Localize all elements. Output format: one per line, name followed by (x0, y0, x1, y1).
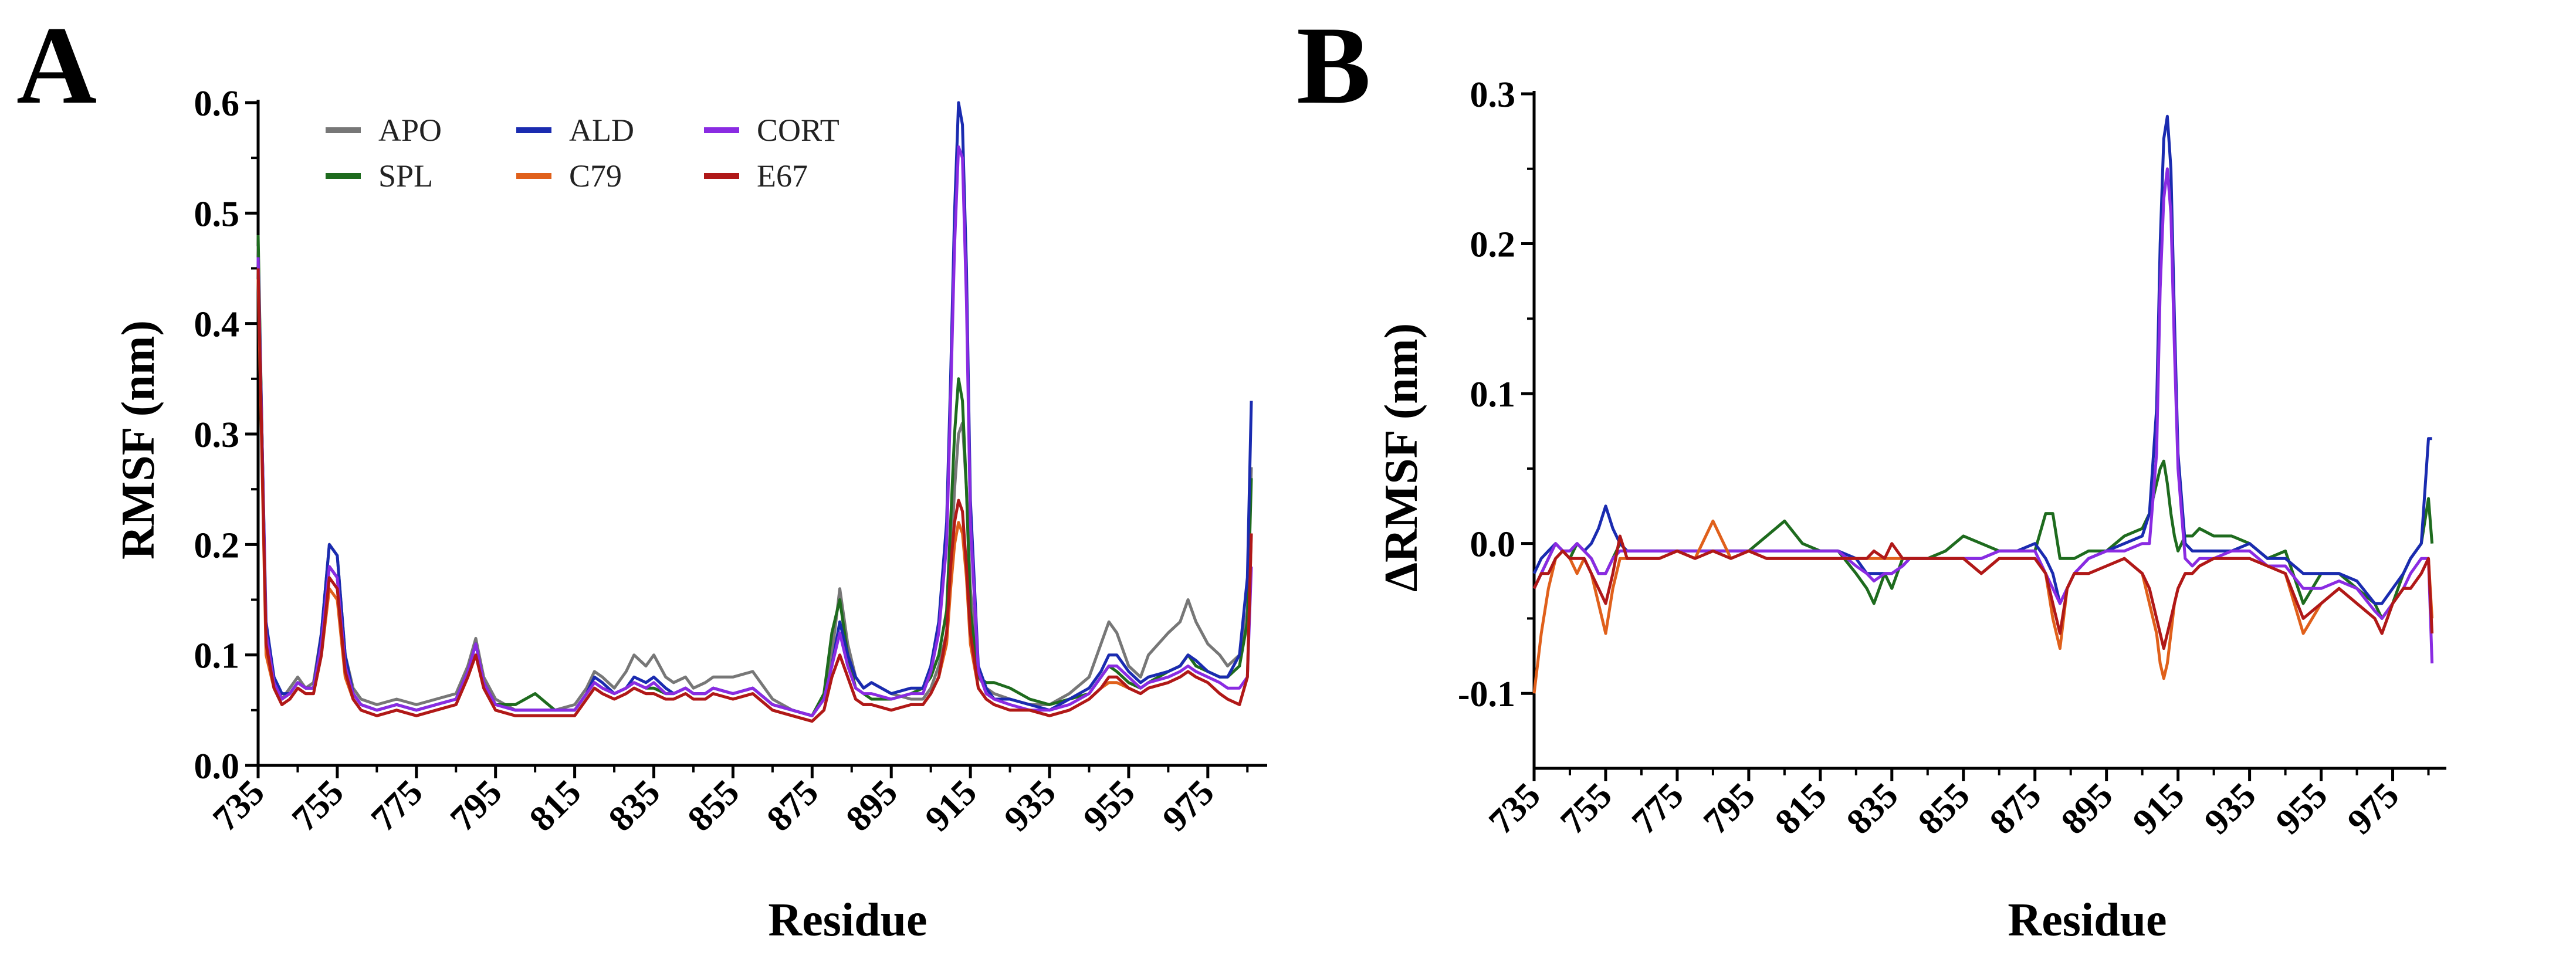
y-tick-label: 0.3 (1470, 75, 1516, 115)
y-tick-label: 0.2 (194, 526, 240, 565)
x-tick-label: 935 (997, 772, 1064, 839)
y-tick-label: 0.1 (194, 636, 240, 676)
x-tick-label: 855 (680, 772, 747, 839)
x-tick-label: 935 (2197, 775, 2264, 842)
panel-a-letter: A (16, 4, 97, 127)
y-tick-label: 0.3 (194, 415, 240, 455)
y-tick-label: -0.1 (1458, 674, 1515, 714)
x-tick-label: 815 (1768, 775, 1834, 842)
x-tick-label: 735 (1481, 775, 1548, 842)
x-tick-label: 795 (443, 772, 510, 839)
x-tick-label: 815 (522, 772, 589, 839)
panel-b-x-axis-title: Residue (2008, 894, 2167, 946)
panel-a-series (256, 101, 1253, 723)
x-tick-label: 895 (2054, 775, 2121, 842)
x-tick-label: 835 (1839, 775, 1906, 842)
x-tick-label: 755 (1553, 775, 1620, 842)
y-tick-label: 0.1 (1470, 375, 1516, 415)
x-tick-label: 955 (2269, 775, 2335, 842)
y-tick-label: 0.6 (194, 84, 240, 124)
x-tick-label: 835 (601, 772, 668, 839)
x-tick-label: 875 (1982, 775, 2049, 842)
x-tick-label: 975 (2340, 775, 2407, 842)
series-line-ald (1532, 114, 2432, 605)
x-tick-label: 855 (1911, 775, 1978, 842)
x-tick-label: 755 (285, 772, 351, 839)
series-line-apo (256, 246, 1253, 717)
y-tick-label: 0.5 (194, 194, 240, 234)
legend-label-apo: APO (378, 113, 442, 148)
y-tick-label: 0.2 (1470, 225, 1516, 265)
x-tick-label: 975 (1155, 772, 1222, 839)
panel-a-y-axis-title: RMSF (nm) (113, 320, 164, 560)
legend-label-c79: C79 (569, 158, 622, 194)
x-tick-label: 955 (1076, 772, 1143, 839)
panel-b-series (1532, 114, 2434, 694)
series-line-cort (256, 145, 1253, 717)
series-line-c79 (256, 279, 1253, 723)
series-line-e67 (256, 268, 1253, 723)
series-line-spl (1532, 459, 2434, 620)
x-tick-label: 775 (1624, 775, 1691, 842)
legend-label-spl: SPL (378, 158, 433, 194)
legend-label-cort: CORT (757, 113, 840, 148)
series-line-e67 (1532, 534, 2434, 650)
y-tick-label: 0.4 (194, 305, 240, 345)
x-tick-label: 915 (2125, 775, 2192, 842)
panel-b-y-axis-title: ΔRMSF (nm) (1376, 323, 1427, 592)
x-tick-label: 875 (759, 772, 826, 839)
x-tick-label: 915 (918, 772, 984, 839)
panel-a-x-axis-title: Residue (768, 894, 927, 946)
series-line-ald (256, 101, 1253, 717)
legend-label-ald: ALD (569, 113, 634, 148)
x-tick-label: 775 (364, 772, 431, 839)
x-tick-label: 895 (838, 772, 905, 839)
y-tick-label: 0.0 (1470, 525, 1516, 565)
panel-b-letter: B (1297, 4, 1371, 127)
panel-a-legend: APO ALD CORT SPL C79 E67 (326, 113, 840, 194)
y-tick-label: 0.0 (194, 747, 240, 787)
panel-b-axes: -0.1 0.0 0.1 0.2 0.3 735 755 775 795 815 835 855 875… (1458, 75, 2446, 842)
x-tick-label: 795 (1696, 775, 1763, 842)
legend-label-e67: E67 (757, 158, 808, 194)
